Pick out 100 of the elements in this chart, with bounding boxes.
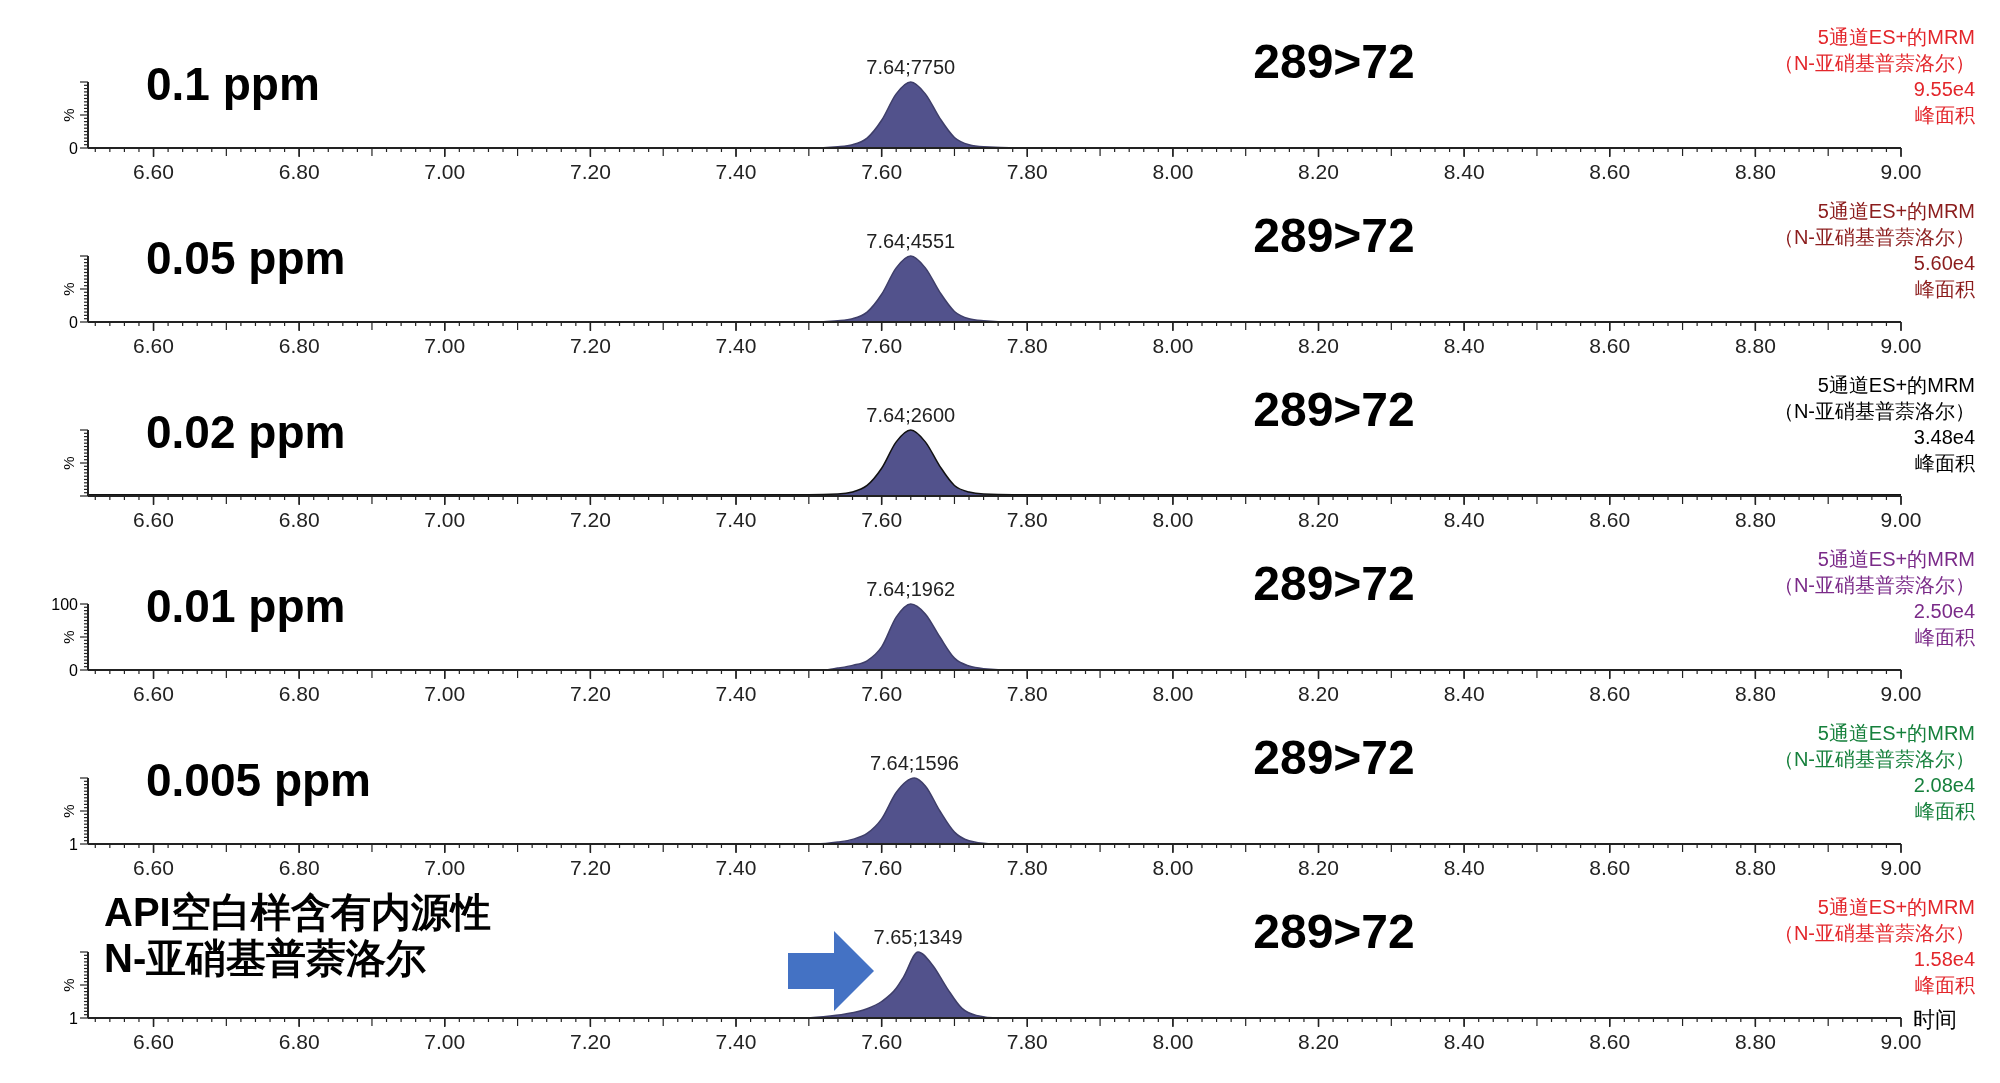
y-axis-title: % <box>60 630 77 644</box>
x-tick-label: 7.40 <box>715 682 757 705</box>
x-tick-label: 7.00 <box>424 334 466 357</box>
x-axis-title: 时间 <box>1913 1007 1957 1032</box>
chart-subtitle: 289>72 <box>1253 731 1415 784</box>
x-tick-label: 7.20 <box>569 160 611 183</box>
x-tick-label: 7.00 <box>424 1030 466 1053</box>
y-axis-title: % <box>60 282 77 296</box>
text: 5通道ES+的MRM <box>1817 26 1975 48</box>
text: 5通道ES+的MRM <box>1817 722 1975 744</box>
y-axis-title: % <box>60 804 77 818</box>
chart-subtitle: 289>72 <box>1253 209 1415 262</box>
x-tick-label: 6.60 <box>133 682 174 705</box>
x-tick-label: 7.60 <box>861 334 903 357</box>
x-tick-label: 9.00 <box>1880 1030 1922 1053</box>
chart-subtitle: 289>72 <box>1253 35 1415 88</box>
text: 5.60e4 <box>1913 252 1975 274</box>
x-tick-label: 7.00 <box>424 856 466 879</box>
chart-title: 0.1 ppm <box>146 58 320 110</box>
x-tick-label: 8.60 <box>1589 1030 1631 1053</box>
text: 峰面积 <box>1915 452 1975 474</box>
x-tick-label: 9.00 <box>1880 682 1922 705</box>
chart-title: 0.02 ppm <box>146 406 346 458</box>
x-tick-label: 7.20 <box>569 1030 611 1053</box>
text: 5通道ES+的MRM <box>1817 896 1975 918</box>
x-tick-label: 8.40 <box>1443 856 1485 879</box>
x-tick-label: 8.20 <box>1298 160 1339 183</box>
x-tick-label: 7.60 <box>861 682 903 705</box>
x-tick-label: 8.20 <box>1298 334 1339 357</box>
x-tick-label: 9.00 <box>1880 856 1922 879</box>
x-tick-label: 6.60 <box>133 856 174 879</box>
x-tick-label: 7.40 <box>715 160 757 183</box>
x-tick-label: 7.40 <box>715 1030 757 1053</box>
x-tick-label: 7.80 <box>1006 856 1048 879</box>
x-tick-label: 7.20 <box>569 682 611 705</box>
x-tick-label: 8.40 <box>1443 682 1485 705</box>
chart-title: 0.01 ppm <box>146 580 346 632</box>
annotation: 7.64;1596 <box>869 752 959 774</box>
x-tick-label: 6.80 <box>278 682 320 705</box>
x-tick-label: 8.20 <box>1298 682 1339 705</box>
x-tick-label: 8.80 <box>1734 508 1776 531</box>
x-tick-label: 7.80 <box>1006 334 1048 357</box>
x-tick-label: 8.20 <box>1298 1030 1339 1053</box>
x-tick-label: 7.80 <box>1006 682 1048 705</box>
x-tick-label: 7.60 <box>861 1030 903 1053</box>
text: （N-亚硝基普萘洛尔） <box>1773 922 1975 944</box>
text: 5通道ES+的MRM <box>1817 548 1975 570</box>
x-tick-label: 8.40 <box>1443 1030 1485 1053</box>
x-tick-label: 8.00 <box>1152 334 1194 357</box>
x-tick-label: 8.80 <box>1734 856 1776 879</box>
text: 5通道ES+的MRM <box>1817 200 1975 222</box>
x-tick-label: 6.80 <box>278 856 320 879</box>
x-tick-label: 8.20 <box>1298 856 1339 879</box>
x-tick-label: 7.20 <box>569 856 611 879</box>
text: 1.58e4 <box>1913 948 1975 970</box>
x-tick-label: 8.60 <box>1589 160 1631 183</box>
text: 峰面积 <box>1915 800 1975 822</box>
x-tick-label: 8.40 <box>1443 334 1485 357</box>
x-tick-label: 8.20 <box>1298 508 1339 531</box>
text: （N-亚硝基普萘洛尔） <box>1773 52 1975 74</box>
annotation: 7.64;1962 <box>866 578 956 600</box>
text: （N-亚硝基普萘洛尔） <box>1773 226 1975 248</box>
x-tick-label: 8.00 <box>1152 508 1194 531</box>
text: 1 <box>69 836 79 853</box>
x-tick-label: 6.80 <box>278 508 320 531</box>
text: （N-亚硝基普萘洛尔） <box>1773 400 1975 422</box>
y-axis-title: % <box>60 456 77 470</box>
y-axis-title: % <box>60 108 77 122</box>
x-tick-label: 7.40 <box>715 508 757 531</box>
x-tick-label: 8.00 <box>1152 160 1194 183</box>
x-tick-label: 6.60 <box>133 334 174 357</box>
x-tick-label: 7.00 <box>424 682 466 705</box>
text: 3.48e4 <box>1913 426 1975 448</box>
x-tick-label: 6.80 <box>278 1030 320 1053</box>
x-tick-label: 7.80 <box>1006 1030 1048 1053</box>
text: 峰面积 <box>1915 104 1975 126</box>
x-tick-label: 8.00 <box>1152 856 1194 879</box>
annotation: 7.65;1349 <box>873 926 963 948</box>
text: 峰面积 <box>1915 626 1975 648</box>
x-tick-label: 9.00 <box>1880 508 1922 531</box>
text: 9.55e4 <box>1913 78 1975 100</box>
x-tick-label: 7.60 <box>861 508 903 531</box>
x-tick-label: 8.00 <box>1152 682 1194 705</box>
x-tick-label: 8.80 <box>1734 160 1776 183</box>
text: （N-亚硝基普萘洛尔） <box>1773 574 1975 596</box>
x-tick-label: 8.60 <box>1589 682 1631 705</box>
text: 峰面积 <box>1915 974 1975 996</box>
text: 峰面积 <box>1915 278 1975 300</box>
x-tick-label: 6.80 <box>278 334 320 357</box>
x-tick-label: 6.60 <box>133 508 174 531</box>
x-tick-label: 6.60 <box>133 1030 174 1053</box>
x-tick-label: 7.80 <box>1006 508 1048 531</box>
text: （N-亚硝基普萘洛尔） <box>1773 748 1975 770</box>
text: 2.50e4 <box>1913 600 1975 622</box>
x-tick-label: 7.60 <box>861 856 903 879</box>
x-tick-label: 7.40 <box>715 334 757 357</box>
x-tick-label: 7.00 <box>424 160 466 183</box>
y-tick-label: 100 <box>51 596 79 613</box>
chart-subtitle: 289>72 <box>1253 905 1415 958</box>
annotation: 7.64;2600 <box>866 404 956 426</box>
